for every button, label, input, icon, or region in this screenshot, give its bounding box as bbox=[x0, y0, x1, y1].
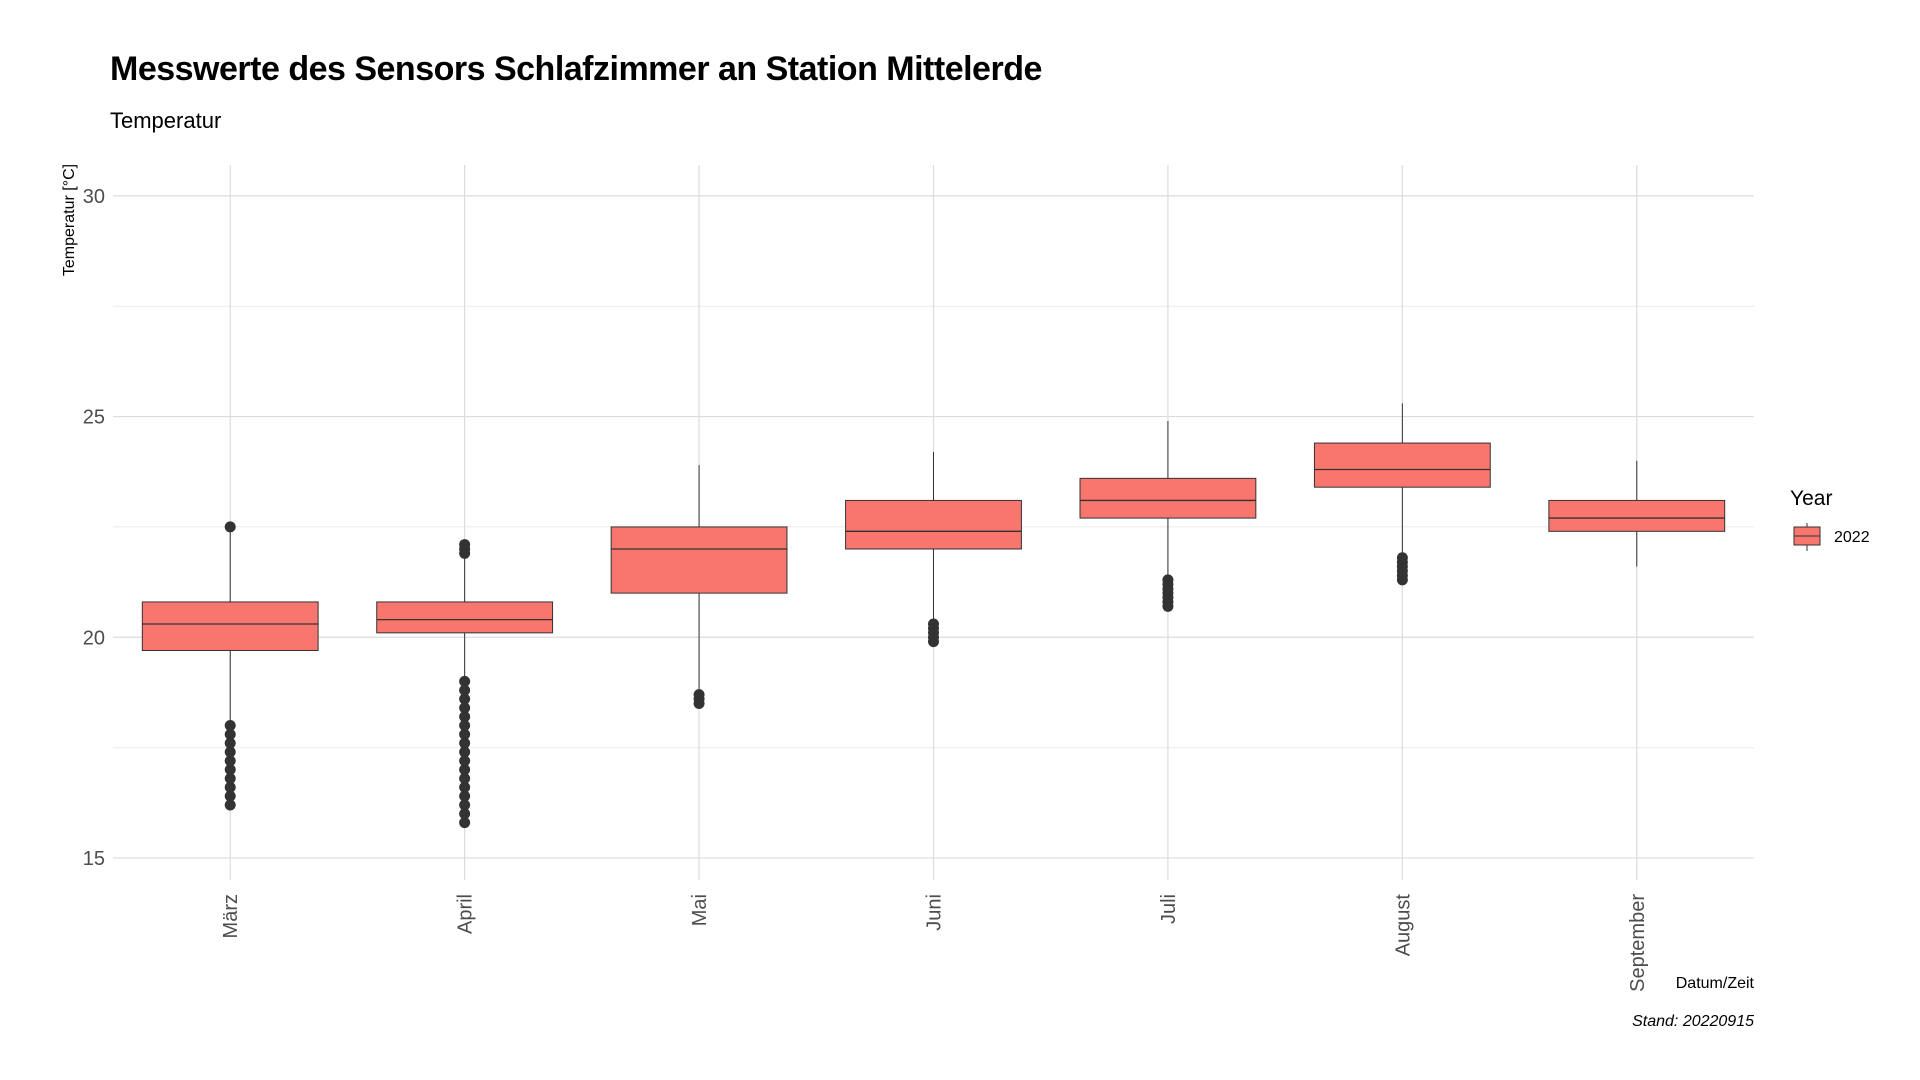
outlier-point bbox=[224, 737, 236, 749]
outlier-point bbox=[224, 781, 236, 793]
box-body bbox=[141, 601, 319, 651]
outlier-point bbox=[459, 693, 471, 705]
outlier-point bbox=[459, 746, 471, 758]
legend-label: 2022 bbox=[1834, 529, 1870, 546]
box-April bbox=[376, 539, 554, 829]
outlier-point bbox=[928, 618, 939, 630]
outlier-point bbox=[1162, 574, 1174, 586]
box-body bbox=[1548, 499, 1726, 532]
outlier-point bbox=[224, 720, 236, 732]
outlier-point bbox=[459, 539, 471, 551]
legend: Year 2022 bbox=[1790, 487, 1870, 551]
x-tick-labels: März April Mai Juni Juli August September bbox=[220, 894, 1649, 992]
outlier-point bbox=[224, 790, 236, 802]
outlier-point bbox=[459, 790, 471, 802]
y-tick-label: 30 bbox=[83, 186, 105, 208]
outlier-point bbox=[459, 799, 471, 811]
box-September bbox=[1548, 460, 1726, 567]
outlier-point bbox=[224, 746, 236, 758]
box-body bbox=[376, 601, 554, 634]
chart-subtitle: Temperatur bbox=[110, 108, 222, 133]
y-tick-labels: 15 20 25 30 bbox=[83, 186, 105, 870]
chart-title: Messwerte des Sensors Schlafzimmer an St… bbox=[110, 50, 1042, 88]
box-layer bbox=[141, 403, 1726, 829]
outlier-point bbox=[459, 675, 471, 687]
y-tick-label: 25 bbox=[83, 407, 105, 429]
outlier-point bbox=[459, 711, 471, 723]
outlier-point bbox=[459, 808, 471, 820]
box-body bbox=[1313, 442, 1491, 488]
x-tick-label: Mai bbox=[689, 894, 711, 926]
x-tick-label: Juni bbox=[924, 894, 946, 931]
box-body bbox=[845, 499, 1022, 550]
x-tick-label: September bbox=[1627, 894, 1649, 992]
x-tick-label: April bbox=[455, 894, 477, 934]
legend-entries: 2022 bbox=[1793, 523, 1870, 551]
x-tick-label: Juli bbox=[1158, 894, 1180, 924]
x-tick-label: März bbox=[220, 894, 242, 938]
chart-caption: Stand: 20220915 bbox=[1632, 1013, 1754, 1030]
x-tick-label: August bbox=[1392, 894, 1414, 957]
outlier-point bbox=[459, 772, 471, 784]
box-body bbox=[1079, 477, 1257, 519]
outlier-point bbox=[1396, 552, 1408, 564]
outlier-point bbox=[459, 720, 471, 732]
outlier-point bbox=[693, 689, 705, 701]
outlier-point bbox=[224, 728, 236, 740]
x-axis-title: Datum/Zeit bbox=[1676, 975, 1755, 992]
legend-title: Year bbox=[1790, 487, 1832, 510]
y-axis-title: Temperatur [°C] bbox=[61, 164, 78, 276]
outlier-point bbox=[224, 799, 236, 811]
outlier-point bbox=[459, 817, 471, 829]
y-tick-label: 20 bbox=[83, 627, 105, 649]
outlier-point bbox=[459, 781, 471, 793]
box-Mai bbox=[610, 465, 788, 709]
y-tick-label: 15 bbox=[83, 848, 105, 870]
outlier-point bbox=[224, 772, 236, 784]
outlier-point bbox=[224, 521, 236, 533]
outlier-point bbox=[459, 684, 471, 696]
box-Juni bbox=[845, 451, 1022, 648]
box-März bbox=[141, 521, 319, 811]
outlier-point bbox=[459, 755, 471, 767]
outlier-point bbox=[459, 702, 471, 714]
box-body bbox=[610, 526, 788, 594]
outlier-point bbox=[224, 764, 236, 776]
outlier-point bbox=[459, 728, 471, 740]
box-August bbox=[1313, 403, 1491, 586]
box-Juli bbox=[1079, 420, 1257, 612]
outlier-point bbox=[459, 737, 471, 749]
outlier-point bbox=[224, 755, 236, 767]
outlier-point bbox=[459, 764, 471, 776]
